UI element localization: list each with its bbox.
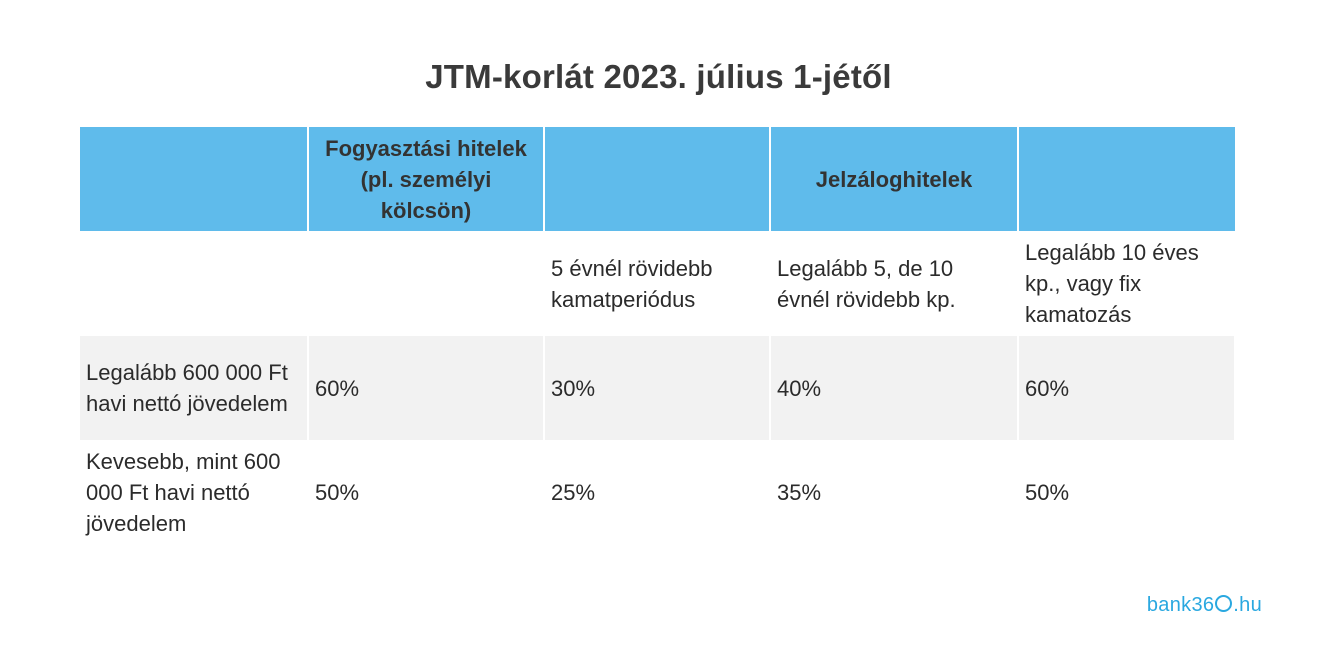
table-cell: 50% [1018,440,1236,544]
table-subheader-row: 5 évnél rövidebb kamatperiódus Legalább … [80,231,1236,336]
table-cell: 25% [544,440,771,544]
table-cell: 60% [308,336,545,440]
bank360-logo: bank36 .hu [1147,594,1262,617]
table-row: Kevesebb, mint 600 000 Ft havi nettó jöv… [80,440,1236,544]
subheader-cell-mid-period: Legalább 5, de 10 évnél rövidebb kp. [770,231,1019,336]
table-cell: 30% [544,336,771,440]
logo-ring-icon [1215,595,1233,612]
header-cell-mortgage-loans: Jelzáloghitelek [770,127,1019,231]
table-row: Legalább 600 000 Ft havi nettó jövedelem… [80,336,1236,440]
row-label: Kevesebb, mint 600 000 Ft havi nettó jöv… [80,440,309,544]
subheader-cell [308,231,545,336]
logo-text-end: .hu [1233,594,1262,616]
header-cell-empty [1018,127,1235,231]
subheader-cell [80,231,309,336]
table-cell: 40% [770,336,1019,440]
header-cell-empty [80,127,309,231]
table-cell: 60% [1018,336,1236,440]
jtm-table: Fogyasztási hitelek (pl. személyi kölcsö… [80,127,1236,544]
table-cell: 35% [770,440,1019,544]
header-cell-empty [544,127,771,231]
table-cell: 50% [308,440,545,544]
page-title: JTM-korlát 2023. július 1-jétől [425,58,892,95]
subheader-cell-long-period: Legalább 10 éves kp., vagy fix kamatozás [1018,231,1236,336]
subheader-cell-short-period: 5 évnél rövidebb kamatperiódus [544,231,771,336]
row-label: Legalább 600 000 Ft havi nettó jövedelem [80,336,309,440]
logo-text-start: bank36 [1146,594,1215,616]
header-cell-consumer-loans: Fogyasztási hitelek (pl. személyi kölcsö… [308,127,545,231]
table-header-row: Fogyasztási hitelek (pl. személyi kölcsö… [80,127,1235,231]
